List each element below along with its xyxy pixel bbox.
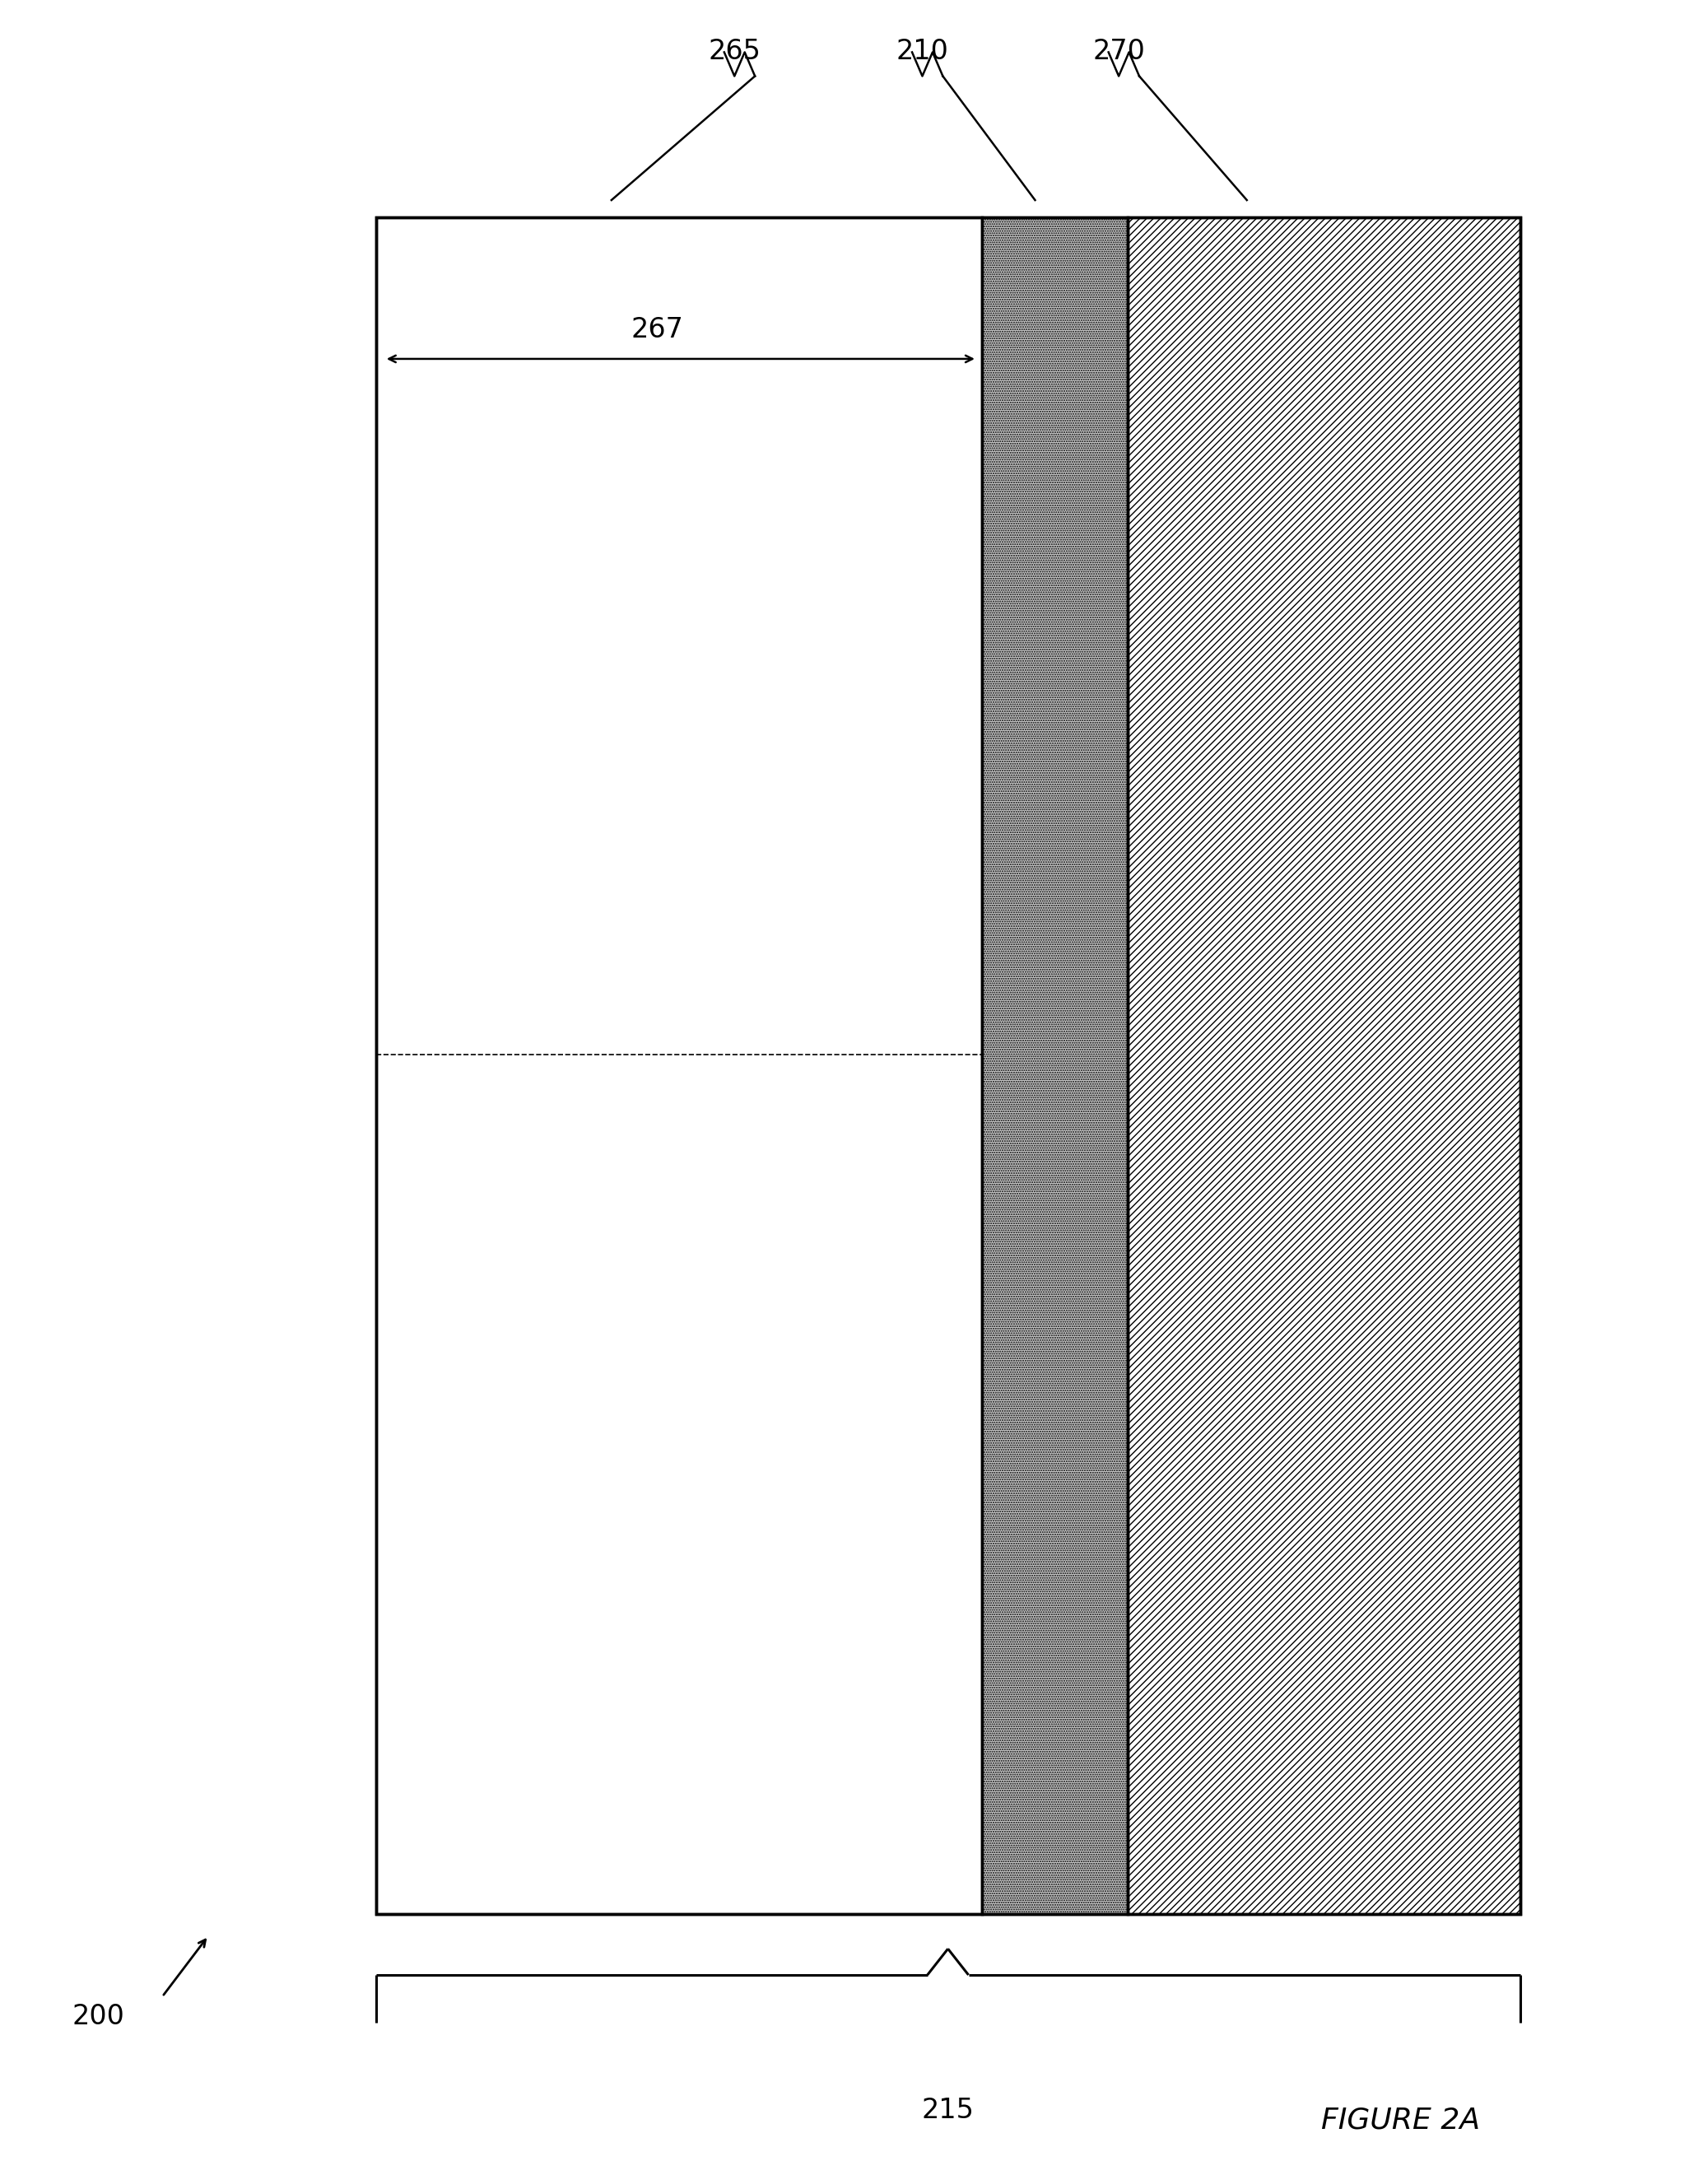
Text: 265: 265	[709, 39, 760, 65]
Bar	[376, 218, 1520, 1914]
Text: 210: 210	[897, 39, 948, 65]
Bar	[1127, 218, 1520, 1914]
Bar	[982, 218, 1127, 1914]
Text: 270: 270	[1093, 39, 1144, 65]
Bar	[376, 218, 982, 1914]
Text: 215: 215	[922, 2097, 974, 2123]
Text: FIGURE 2A: FIGURE 2A	[1320, 2108, 1481, 2134]
Bar	[982, 218, 1127, 1914]
Text: 267: 267	[632, 318, 683, 344]
Text: 200: 200	[72, 2003, 125, 2029]
